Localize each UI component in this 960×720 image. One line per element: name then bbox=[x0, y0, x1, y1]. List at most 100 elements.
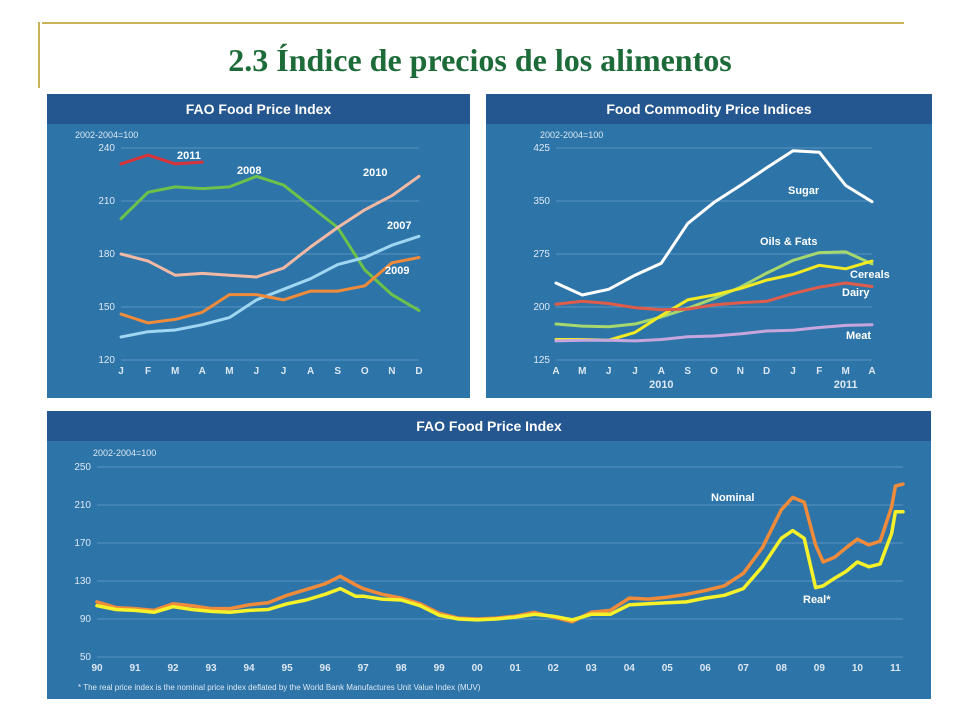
y-tick-label: 125 bbox=[533, 355, 550, 366]
series-label-cereals: Cereals bbox=[850, 269, 890, 281]
x-tick-label: 98 bbox=[396, 663, 408, 674]
series-label-2011: 2011 bbox=[177, 150, 201, 162]
series-line-oils-fats bbox=[554, 250, 874, 329]
x-tick-label: O bbox=[710, 366, 718, 377]
series-label-sugar: Sugar bbox=[788, 185, 820, 197]
x-tick-label: 00 bbox=[472, 663, 484, 674]
year-group-label: 2010 bbox=[649, 379, 673, 391]
series-label-dairy: Dairy bbox=[842, 287, 870, 299]
x-tick-label: 05 bbox=[662, 663, 674, 674]
x-tick-label: 93 bbox=[205, 663, 217, 674]
y-tick-label: 90 bbox=[80, 614, 92, 625]
x-tick-label: 07 bbox=[738, 663, 750, 674]
x-tick-label: 02 bbox=[548, 663, 560, 674]
chart-panel-commodity: 425 350 275 200 125 A M J J A S O N D J F M A Sugar Oils & … bbox=[486, 94, 932, 398]
series-label-2009: 2009 bbox=[385, 265, 409, 277]
x-tick-label: 10 bbox=[852, 663, 864, 674]
y-tick-label: 150 bbox=[98, 302, 115, 313]
x-tick-label: M bbox=[225, 366, 233, 377]
y-tick-label: 210 bbox=[74, 500, 91, 511]
series-line-2008 bbox=[119, 174, 421, 312]
y-tick-label: 180 bbox=[98, 249, 115, 260]
y-tick-label: 350 bbox=[533, 196, 550, 207]
title-rule-left bbox=[38, 22, 40, 88]
x-tick-label: N bbox=[388, 366, 395, 377]
series-label-2007: 2007 bbox=[387, 220, 411, 232]
base-label: 2002-2004=100 bbox=[93, 448, 157, 458]
y-tick-label: 210 bbox=[98, 196, 115, 207]
y-tick-label: 200 bbox=[533, 302, 550, 313]
x-tick-label: D bbox=[763, 366, 770, 377]
x-tick-label: 11 bbox=[890, 663, 901, 674]
chart-panel-fao-monthly: 240 210 180 150 120 J F M A M J J A S O N D 2011 2008 2010 2… bbox=[47, 94, 470, 398]
series-line-meat bbox=[554, 323, 874, 343]
series-label-nominal: Nominal bbox=[711, 492, 754, 504]
x-tick-label: F bbox=[145, 366, 151, 377]
x-tick-label: 04 bbox=[624, 663, 636, 674]
x-tick-label: F bbox=[816, 366, 822, 377]
footnote: * The real price index is the nominal pr… bbox=[78, 683, 481, 692]
x-tick-label: J bbox=[281, 366, 287, 377]
x-tick-label: A bbox=[868, 366, 875, 377]
x-tick-label: 06 bbox=[700, 663, 712, 674]
x-tick-label: A bbox=[199, 366, 206, 377]
x-tick-label: 97 bbox=[358, 663, 370, 674]
series-line-2011 bbox=[119, 153, 204, 166]
y-tick-label: 130 bbox=[74, 576, 91, 587]
title-rule-top bbox=[42, 22, 904, 24]
series-line-2007 bbox=[119, 234, 421, 339]
x-tick-label: 09 bbox=[814, 663, 826, 674]
x-tick-label: A bbox=[552, 366, 559, 377]
year-group-label: 2011 bbox=[834, 379, 858, 391]
x-tick-label: D bbox=[415, 366, 422, 377]
x-tick-label: 95 bbox=[282, 663, 294, 674]
x-tick-label: 94 bbox=[244, 663, 256, 674]
chart-title: FAO Food Price Index bbox=[47, 411, 931, 441]
x-tick-label: A bbox=[658, 366, 665, 377]
x-tick-label: J bbox=[254, 366, 260, 377]
y-tick-label: 425 bbox=[533, 143, 550, 154]
series-line-sugar bbox=[554, 149, 874, 297]
y-tick-label: 50 bbox=[80, 652, 92, 663]
series-label-real: Real* bbox=[803, 594, 831, 606]
series-line-2010 bbox=[119, 174, 421, 279]
y-tick-label: 275 bbox=[533, 249, 550, 260]
base-label: 2002-2004=100 bbox=[540, 130, 604, 140]
x-tick-label: J bbox=[790, 366, 796, 377]
base-label: 2002-2004=100 bbox=[75, 130, 139, 140]
x-tick-label: J bbox=[118, 366, 124, 377]
x-tick-label: 03 bbox=[586, 663, 598, 674]
series-label-2010: 2010 bbox=[363, 167, 387, 179]
chart-title: Food Commodity Price Indices bbox=[486, 94, 932, 124]
x-tick-label: M bbox=[578, 366, 586, 377]
x-tick-label: 92 bbox=[167, 663, 179, 674]
series-line-real bbox=[95, 509, 905, 622]
x-tick-label: M bbox=[841, 366, 849, 377]
x-tick-label: 96 bbox=[320, 663, 332, 674]
x-tick-label: M bbox=[171, 366, 179, 377]
x-tick-label: J bbox=[632, 366, 638, 377]
series-label-meat: Meat bbox=[846, 330, 871, 342]
series-line-dairy bbox=[554, 281, 874, 312]
x-tick-label: S bbox=[334, 366, 341, 377]
x-tick-label: 01 bbox=[510, 663, 522, 674]
y-tick-label: 170 bbox=[74, 538, 91, 549]
x-tick-label: 99 bbox=[434, 663, 446, 674]
x-tick-label: N bbox=[737, 366, 744, 377]
series-label-2008: 2008 bbox=[237, 165, 261, 177]
series-line-2009 bbox=[119, 256, 421, 325]
x-tick-label: 91 bbox=[129, 663, 141, 674]
x-tick-label: 90 bbox=[91, 663, 103, 674]
x-tick-label: 08 bbox=[776, 663, 788, 674]
series-label-oils-fats: Oils & Fats bbox=[760, 236, 817, 248]
x-tick-label: J bbox=[606, 366, 612, 377]
x-tick-label: A bbox=[307, 366, 314, 377]
slide-title: 2.3 Índice de precios de los alimentos bbox=[228, 42, 732, 78]
y-tick-label: 240 bbox=[98, 143, 115, 154]
x-tick-label: O bbox=[361, 366, 369, 377]
chart-panel-fao-annual: 250 210 170 130 90 50 90 91 92 93 94 95 96 97 98 99 00 01… bbox=[47, 411, 931, 699]
chart-title: FAO Food Price Index bbox=[47, 94, 470, 124]
